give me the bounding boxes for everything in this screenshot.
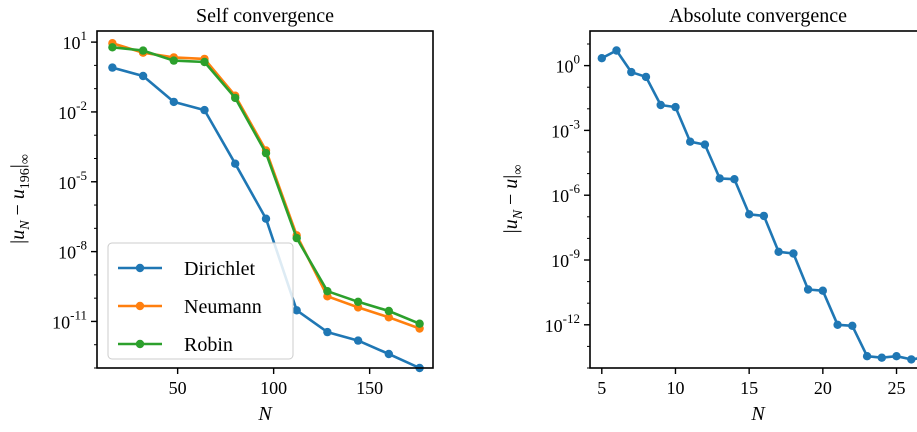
y-tick-label: 10-2 (58, 98, 87, 123)
data-point (231, 93, 240, 103)
data-point (774, 247, 783, 256)
data-point (892, 352, 901, 361)
self-convergence-chart: Self convergence 50 100 150 101 10-2 10-5 10-… (7, 5, 434, 425)
data-point (138, 46, 148, 55)
legend-marker (135, 263, 145, 273)
x-axis-label: N (257, 403, 273, 425)
x-tick-label: 50 (169, 378, 187, 398)
data-point (803, 285, 813, 294)
data-point (415, 319, 424, 328)
series-group (597, 46, 917, 364)
y-tick-label: 10-8 (58, 238, 87, 263)
data-point (384, 313, 393, 322)
data-point (384, 306, 393, 316)
data-point (862, 352, 872, 361)
series-line (601, 49, 917, 361)
y-tick-label: 10-9 (551, 246, 580, 271)
x-tick-label: 25 (888, 378, 906, 398)
data-point (700, 140, 710, 149)
legend-label: Robin (184, 334, 233, 356)
data-point (671, 102, 680, 112)
x-tick-label: 15 (740, 378, 758, 398)
x-tick-label: 100 (260, 378, 287, 398)
chart-title: Self convergence (196, 5, 334, 27)
data-point (108, 63, 117, 72)
legend-item-robin: Robin (118, 334, 233, 356)
legend-box (107, 242, 294, 360)
data-point (730, 175, 739, 184)
plot-area (108, 39, 424, 373)
axes-frame (589, 30, 917, 369)
data-point (353, 297, 363, 306)
y-tick-label: 101 (63, 28, 88, 53)
x-tick-label: 5 (597, 378, 606, 398)
x-tick-label: 150 (356, 378, 383, 398)
data-point (656, 100, 665, 110)
data-point (833, 320, 842, 329)
data-point (907, 355, 916, 364)
y-axis-label: |uN − u|∞ (500, 165, 526, 234)
data-point (292, 306, 301, 315)
data-point (108, 43, 117, 52)
legend-label: Neumann (184, 296, 262, 318)
absolute-convergence-chart: Absolute convergence 5 10 15 20 25 10010-310… (500, 5, 917, 425)
plot-area (597, 46, 917, 364)
y-tick-label: 10-12 (545, 311, 580, 336)
series-group (108, 39, 424, 373)
chart-title: Absolute convergence (669, 5, 847, 27)
y-tick-label: 10-6 (551, 181, 580, 206)
data-point (877, 353, 886, 362)
x-axis-ticks: 5 10 15 20 25 (597, 368, 906, 398)
legend-marker (135, 339, 145, 349)
data-point (323, 327, 332, 337)
data-point (384, 349, 393, 359)
data-point (686, 137, 695, 146)
data-point (759, 211, 769, 221)
y-axis-label: |uN − u196|∞ (7, 154, 33, 244)
y-tick-label: 10-5 (58, 168, 87, 193)
y-tick-label: 10-3 (551, 116, 580, 141)
data-point (261, 148, 271, 158)
data-point (169, 97, 178, 107)
data-point (818, 286, 827, 295)
data-point (200, 105, 209, 115)
data-point (745, 210, 754, 219)
x-axis-ticks: 50 100 150 (169, 368, 383, 398)
data-point (292, 233, 301, 243)
data-point (231, 159, 240, 168)
x-tick-label: 20 (814, 378, 832, 398)
y-tick-label: 10-11 (52, 307, 87, 332)
y-axis-ticks: 100 10-3 10-6 10-9 10-12 (545, 43, 590, 369)
data-point (200, 57, 209, 67)
data-point (169, 56, 178, 65)
x-tick-label: 10 (666, 378, 684, 398)
legend-label: Dirichlet (184, 258, 256, 280)
legend-item-dirichlet: Dirichlet (118, 258, 256, 280)
x-axis-label: N (750, 403, 766, 425)
data-point (138, 71, 148, 81)
y-axis-ticks: 101 10-2 10-5 10-8 10-11 (52, 28, 97, 369)
data-point (612, 46, 621, 55)
data-point (597, 54, 606, 63)
legend-item-neumann: Neumann (118, 296, 262, 318)
legend: Dirichlet Neumann Robin (107, 242, 294, 360)
data-point (789, 249, 798, 258)
data-point (715, 174, 724, 183)
data-point (323, 287, 332, 296)
data-point (261, 214, 271, 223)
data-point (627, 67, 636, 77)
data-point (641, 72, 651, 82)
axes-frame (96, 30, 434, 369)
data-point (353, 336, 363, 345)
data-point (848, 321, 857, 330)
y-tick-label: 100 (556, 52, 581, 77)
legend-marker (135, 301, 145, 311)
